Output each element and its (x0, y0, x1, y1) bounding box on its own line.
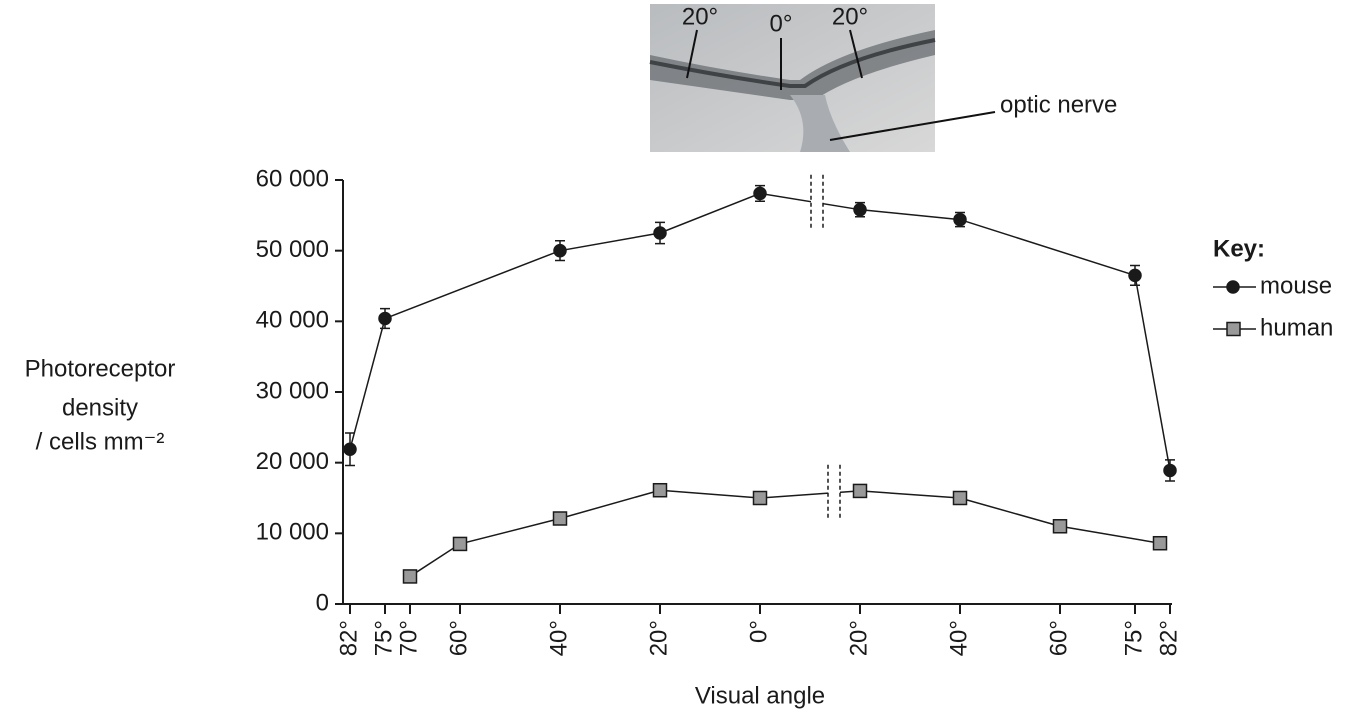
legend-marker (1226, 321, 1241, 337)
marker (343, 442, 357, 456)
x-tick-label: 20° (845, 620, 872, 656)
inset-label: 0° (770, 10, 793, 37)
y-tick-label: 60 000 (256, 165, 329, 192)
x-tick-label: 75° (1120, 620, 1147, 656)
legend-label: human (1260, 314, 1333, 341)
y-axis-title: / cells mm⁻² (36, 428, 165, 455)
x-tick-label: 82° (1155, 620, 1182, 656)
x-tick-label: 60° (1045, 620, 1072, 656)
marker (553, 243, 567, 258)
marker (1128, 268, 1142, 283)
x-tick-label: 82° (335, 620, 362, 656)
legend-title: Key: (1213, 235, 1265, 262)
legend-label: mouse (1260, 272, 1332, 299)
axis-break-gap (811, 198, 823, 207)
marker (402, 569, 418, 584)
marker (552, 511, 568, 526)
y-tick-label: 30 000 (256, 377, 329, 404)
x-tick-label: 20° (645, 620, 672, 656)
x-tick-label: 75° (370, 620, 397, 656)
marker (452, 536, 468, 552)
marker (1052, 519, 1068, 534)
marker (953, 212, 967, 227)
x-tick-label: 60° (445, 620, 472, 656)
y-tick-label: 10 000 (256, 519, 329, 546)
x-tick-label: 70° (395, 620, 422, 656)
y-tick-label: 50 000 (256, 236, 329, 263)
series-line (409, 489, 1161, 578)
x-tick-label: 0° (745, 620, 772, 643)
legend-marker (1226, 280, 1240, 294)
y-tick-label: 0 (316, 589, 329, 616)
y-tick-label: 40 000 (256, 307, 329, 334)
axis-break-gap (828, 488, 840, 497)
marker (853, 202, 867, 217)
marker (653, 226, 667, 240)
retina-photo: 20° 0° 20° optic nerve (649, 3, 1117, 152)
x-tick-label: 40° (945, 620, 972, 656)
marker (752, 490, 768, 506)
marker (753, 186, 767, 201)
marker (952, 490, 968, 506)
y-axis-title: density (62, 394, 138, 421)
marker (1152, 535, 1168, 551)
y-tick-label: 20 000 (256, 448, 329, 475)
x-tick-label: 40° (545, 620, 572, 656)
marker (378, 311, 392, 326)
inset-label: optic nerve (1000, 91, 1117, 118)
series-line (349, 192, 1171, 471)
y-axis-title: Photoreceptor (25, 355, 176, 382)
x-axis-title: Visual angle (695, 682, 825, 709)
inset-label: 20° (832, 3, 868, 30)
marker (652, 482, 668, 498)
inset-label: 20° (682, 3, 718, 30)
marker (1163, 463, 1177, 478)
marker (852, 483, 868, 499)
